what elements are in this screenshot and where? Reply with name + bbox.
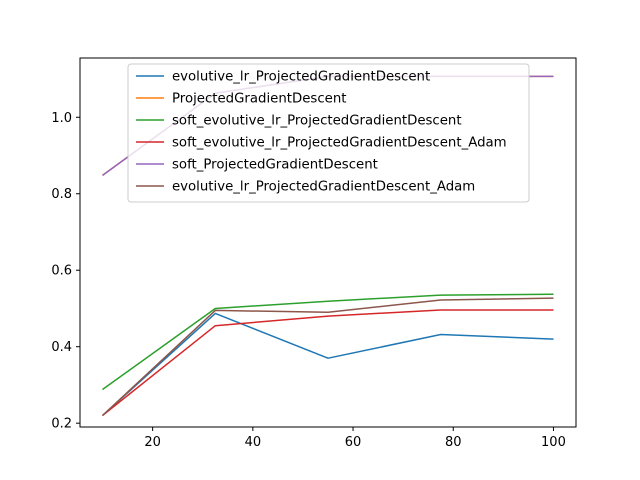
x-tick-label: 100: [541, 435, 566, 450]
x-tick-label: 40: [245, 435, 262, 450]
y-tick-label: 0.4: [51, 340, 72, 355]
legend-label-3: soft_evolutive_lr_ProjectedGradientDesce…: [172, 114, 462, 129]
axis-ticks: 20 40 60 80 100 0.2 0.4 0.6 0.8 1.0: [51, 111, 566, 450]
legend-label-4: soft_evolutive_lr_ProjectedGradientDesce…: [172, 136, 507, 151]
series-line-6: [101, 297, 554, 417]
legend: evolutive_lr_ProjectedGradientDescent Pro…: [127, 63, 530, 203]
x-tick-label: 80: [445, 435, 462, 450]
legend-label-1: evolutive_lr_ProjectedGradientDescent: [172, 70, 430, 85]
y-tick-label: 0.8: [51, 187, 72, 202]
y-tick-label: 1.0: [51, 111, 72, 126]
x-tick-label: 60: [345, 435, 362, 450]
x-tick-label: 20: [144, 435, 161, 450]
series-line-3: [102, 293, 554, 391]
series-line-1: [101, 312, 554, 417]
plot-frame: [79, 57, 577, 428]
y-tick-label: 0.2: [51, 417, 72, 432]
series-line-4: [102, 309, 554, 417]
legend-label-2: ProjectedGradientDescent: [172, 92, 346, 107]
legend-label-6: evolutive_lr_ProjectedGradientDescent_Ad…: [172, 180, 475, 195]
legend-label-5: soft_ProjectedGradientDescent: [172, 158, 378, 173]
legend-box: [127, 63, 530, 203]
y-tick-label: 0.6: [51, 264, 72, 279]
